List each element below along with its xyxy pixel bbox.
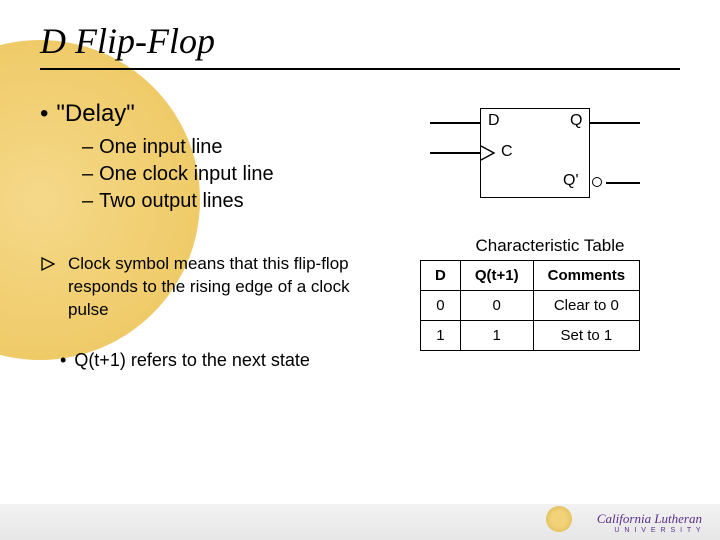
char-table-title: Characteristic Table [420, 236, 680, 256]
slide-content: D Flip-Flop •"Delay" –One input line –On… [0, 0, 720, 371]
bullet-one-input-text: One input line [99, 136, 222, 158]
col-header-qt1: Q(t+1) [460, 261, 533, 291]
wire-c [430, 152, 480, 154]
wire-d [430, 122, 480, 124]
triangle-icon [40, 253, 60, 322]
bullet-one-clock-text: One clock input line [99, 163, 274, 185]
table-row: 1 1 Set to 1 [421, 321, 640, 351]
cell: Set to 1 [533, 321, 640, 351]
cell: 0 [460, 291, 533, 321]
right-column: D C Q Q' Characteristic Table D Q(t+1) C… [410, 100, 680, 371]
next-state-note-text: Q(t+1) refers to the next state [74, 350, 310, 370]
inversion-bubble-icon [592, 177, 602, 187]
bullet-two-output: –Two output lines [82, 190, 380, 213]
logo-line1: California Lutheran [597, 511, 702, 527]
wire-q [590, 122, 640, 124]
cell: 1 [421, 321, 461, 351]
label-qprime: Q' [563, 172, 579, 190]
clock-triangle-icon [480, 145, 498, 166]
wire-qprime [606, 182, 640, 184]
label-q: Q [570, 112, 582, 130]
bullet-delay-text: "Delay" [56, 100, 134, 127]
next-state-note: • Q(t+1) refers to the next state [60, 350, 380, 371]
cell: 1 [460, 321, 533, 351]
cell: 0 [421, 291, 461, 321]
col-header-d: D [421, 261, 461, 291]
bullet-delay: • "Delay" [40, 100, 380, 128]
table-row: D Q(t+1) Comments [421, 261, 640, 291]
bullet-dot-icon: • [60, 350, 66, 370]
cell: Clear to 0 [533, 291, 640, 321]
clock-note-text: Clock symbol means that this flip-flop r… [68, 253, 380, 322]
dash-icon: – [82, 190, 93, 212]
col-header-comments: Comments [533, 261, 640, 291]
bullet-one-input: –One input line [82, 136, 380, 159]
label-d: D [488, 112, 500, 130]
bullet-one-clock: –One clock input line [82, 163, 380, 186]
dash-icon: – [82, 163, 93, 185]
bullet-dot-icon: • [40, 100, 48, 127]
table-row: 0 0 Clear to 0 [421, 291, 640, 321]
label-c: C [501, 143, 513, 161]
logo-line2: U N I V E R S I T Y [597, 527, 702, 534]
flipflop-diagram: D C Q Q' [430, 108, 640, 218]
main-row: •"Delay" –One input line –One clock inpu… [40, 100, 680, 371]
dash-icon: – [82, 136, 93, 158]
bullet-two-output-text: Two output lines [99, 190, 244, 212]
left-column: •"Delay" –One input line –One clock inpu… [40, 100, 380, 371]
university-logo: California Lutheran U N I V E R S I T Y [597, 511, 702, 534]
logo-seal-icon [546, 506, 572, 532]
characteristic-table: D Q(t+1) Comments 0 0 Clear to 0 1 1 Set… [420, 260, 640, 351]
slide-title: D Flip-Flop [40, 20, 680, 70]
clock-note: Clock symbol means that this flip-flop r… [40, 253, 380, 322]
